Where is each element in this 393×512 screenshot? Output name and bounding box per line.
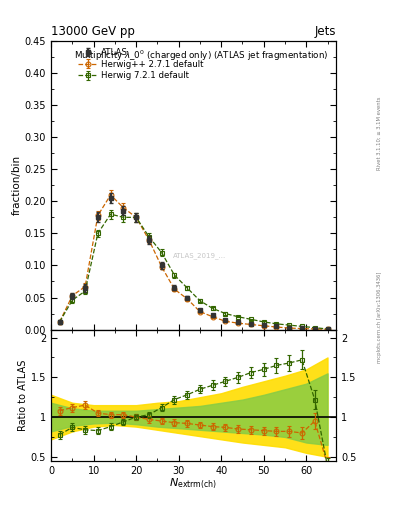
Text: Multiplicity $\lambda\_0^0$ (charged only) (ATLAS jet fragmentation): Multiplicity $\lambda\_0^0$ (charged onl… [74, 48, 329, 62]
Y-axis label: fraction/bin: fraction/bin [12, 155, 22, 216]
Legend: ATLAS, Herwig++ 2.7.1 default, Herwig 7.2.1 default: ATLAS, Herwig++ 2.7.1 default, Herwig 7.… [78, 48, 203, 80]
Text: 13000 GeV pp: 13000 GeV pp [51, 25, 135, 38]
Text: ATLAS_2019_...: ATLAS_2019_... [173, 252, 226, 259]
Text: mcplots.cern.ch [arXiv:1306.3436]: mcplots.cern.ch [arXiv:1306.3436] [377, 272, 382, 363]
Text: Rivet 3.1.10; ≥ 3.1M events: Rivet 3.1.10; ≥ 3.1M events [377, 96, 382, 170]
Y-axis label: Ratio to ATLAS: Ratio to ATLAS [18, 359, 28, 431]
X-axis label: $N_{\mathrm{extrm(ch)}}$: $N_{\mathrm{extrm(ch)}}$ [169, 477, 218, 492]
Text: Jets: Jets [314, 25, 336, 38]
